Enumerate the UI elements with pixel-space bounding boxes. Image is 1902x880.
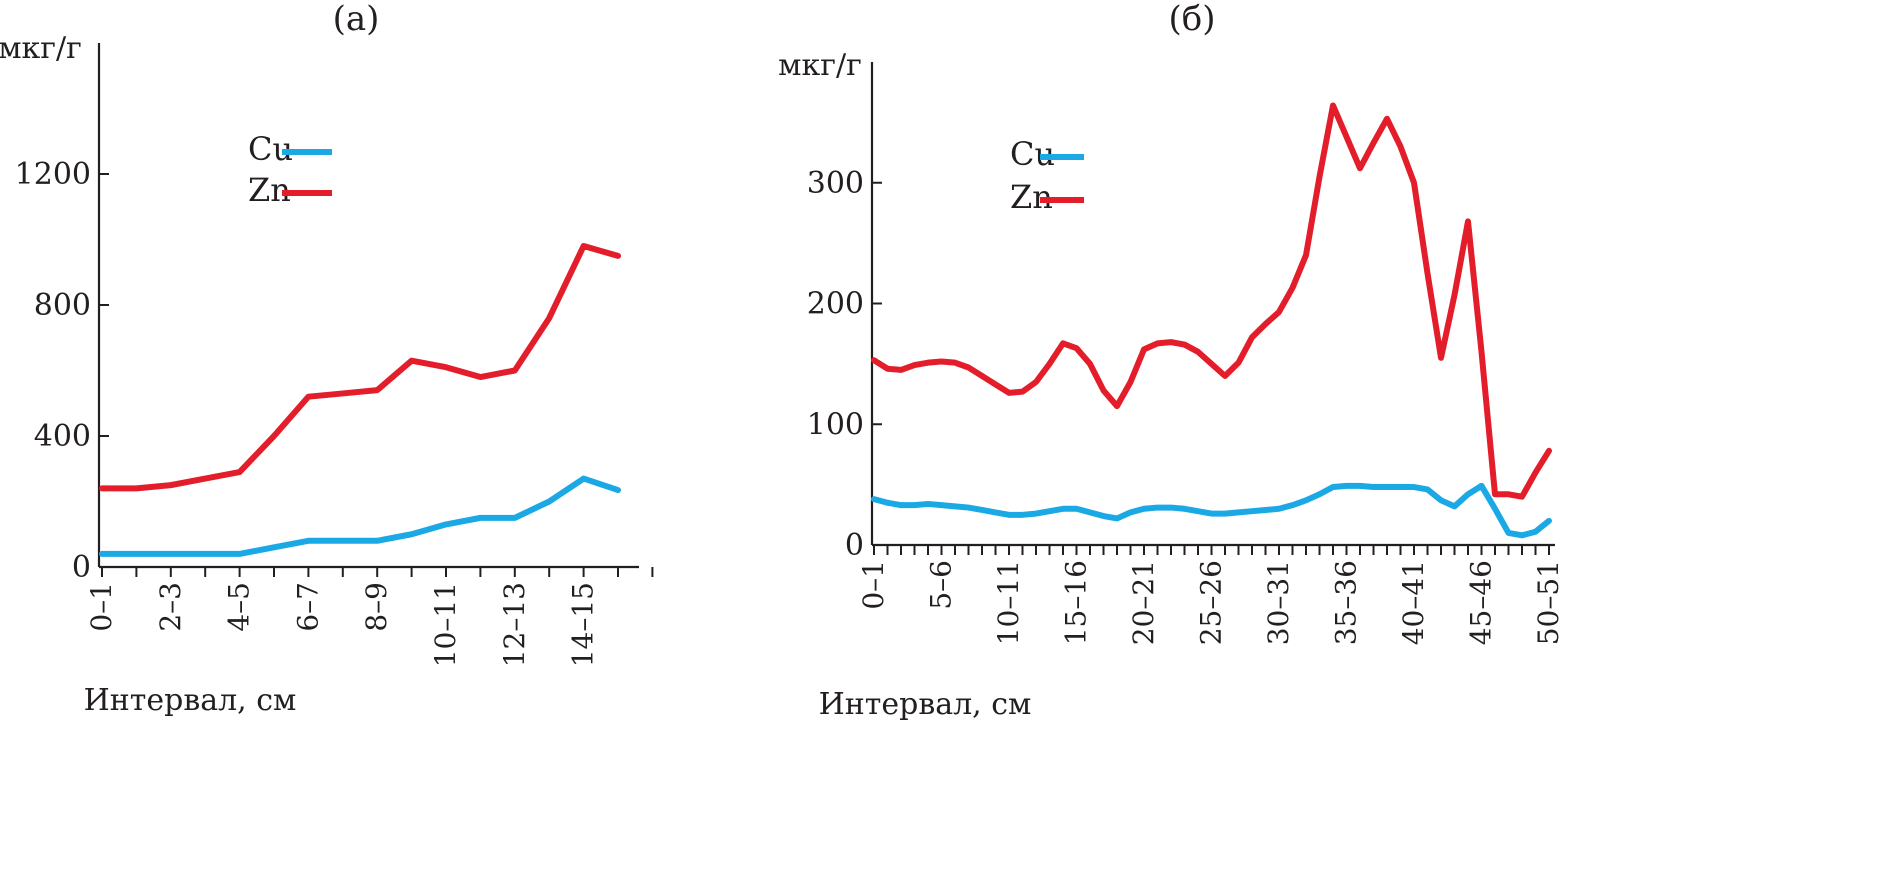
x-tick-label: 10–11 <box>992 560 1025 645</box>
chart-panel-a: (a) мкг/г Интервал, см 0 400 800 1200 0–1 2–3 4–5… <box>0 0 654 718</box>
x-tick-label: 35–36 <box>1330 560 1363 645</box>
x-tick-label: 45–46 <box>1465 560 1498 645</box>
x-axis-label: Интервал, см <box>819 687 1032 722</box>
y-tick-label: 0 <box>72 550 91 585</box>
y-tick-label: 100 <box>807 407 864 442</box>
x-tick-label: 0–1 <box>857 560 890 610</box>
x-tick-label: 40–41 <box>1397 560 1430 645</box>
x-tick-label: 12–13 <box>498 582 531 667</box>
x-axis-label: Интервал, см <box>84 683 297 718</box>
series-line-cu <box>99 475 621 557</box>
x-tick-label: 25–26 <box>1195 560 1228 645</box>
x-tick-label: 50–51 <box>1532 560 1565 645</box>
x-tick-label: 6–7 <box>291 582 324 632</box>
chart-title: (б) <box>1169 0 1216 39</box>
x-tick-label: 14–15 <box>567 582 600 667</box>
series-line-cu <box>871 482 1552 539</box>
chart-title: (a) <box>333 0 380 39</box>
y-axis-label: мкг/г <box>778 48 862 83</box>
x-tick-label: 0–1 <box>85 582 118 632</box>
chart-panel-b: (б) мкг/г Интервал, см 0 100 200 300 0–1 5–6 10–1… <box>778 0 1565 722</box>
x-tick-label: 15–16 <box>1060 560 1093 645</box>
y-tick-label: 1200 <box>15 157 91 192</box>
x-tick-label: 5–6 <box>925 560 958 610</box>
y-tick-label: 300 <box>807 166 864 201</box>
y-tick-label: 0 <box>845 528 864 563</box>
y-tick-label: 200 <box>807 287 864 322</box>
y-tick-label: 400 <box>34 419 91 454</box>
x-tick-label: 10–11 <box>429 582 462 667</box>
x-tick-label: 20–21 <box>1127 560 1160 645</box>
y-tick-label: 800 <box>34 288 91 323</box>
series-line-zn <box>99 243 621 492</box>
x-tick-label: 4–5 <box>223 582 256 632</box>
y-axis-label: мкг/г <box>0 31 82 66</box>
x-tick-label: 2–3 <box>154 582 187 632</box>
series-line-zn <box>871 102 1552 500</box>
x-tick-label: 30–31 <box>1262 560 1295 645</box>
x-tick-label: 8–9 <box>360 582 393 632</box>
